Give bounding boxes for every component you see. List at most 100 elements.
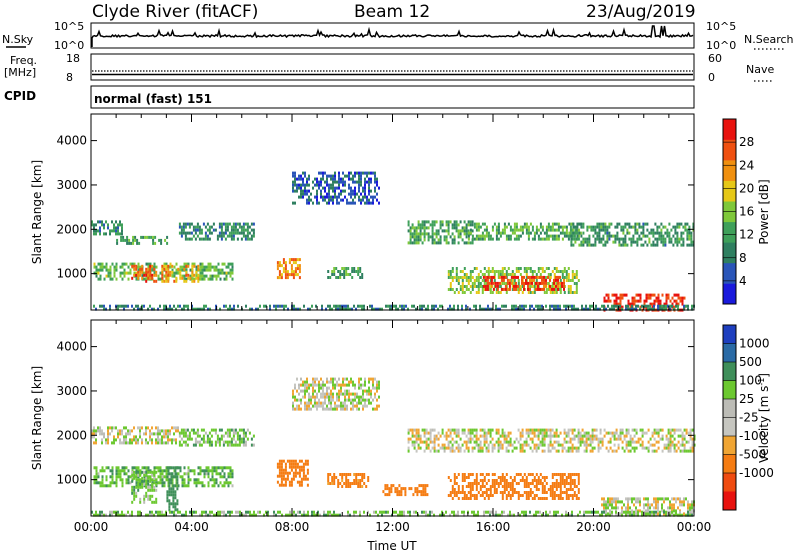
range-time-cell bbox=[417, 431, 420, 435]
range-time-cell bbox=[531, 304, 533, 308]
range-time-cell bbox=[465, 307, 467, 311]
range-time-cell bbox=[465, 235, 468, 239]
range-time-cell bbox=[304, 474, 307, 478]
range-time-cell bbox=[461, 229, 464, 233]
range-time-cell bbox=[95, 472, 98, 476]
range-time-cell bbox=[409, 232, 412, 236]
range-time-cell bbox=[629, 307, 631, 311]
range-time-cell bbox=[664, 231, 667, 235]
range-time-cell bbox=[447, 220, 450, 224]
range-time-cell bbox=[398, 490, 401, 494]
range-time-cell bbox=[587, 434, 590, 438]
range-time-cell bbox=[461, 497, 464, 500]
range-time-cell bbox=[439, 235, 442, 239]
range-time-cell bbox=[358, 189, 360, 193]
range-time-cell bbox=[489, 291, 492, 294]
range-time-cell bbox=[571, 237, 574, 241]
range-time-cell bbox=[499, 234, 502, 238]
range-time-cell bbox=[503, 437, 506, 441]
range-time-cell bbox=[427, 446, 430, 450]
range-time-cell bbox=[359, 473, 362, 476]
range-time-cell bbox=[547, 222, 550, 226]
range-time-cell bbox=[515, 225, 518, 229]
range-time-cell bbox=[357, 304, 359, 308]
range-time-cell bbox=[361, 276, 364, 279]
range-time-cell bbox=[455, 273, 458, 276]
range-time-cell bbox=[567, 482, 570, 485]
range-time-cell bbox=[335, 476, 338, 479]
range-time-cell bbox=[199, 271, 202, 275]
range-time-cell bbox=[481, 234, 484, 238]
range-time-cell bbox=[322, 389, 324, 393]
range-time-cell bbox=[515, 281, 517, 285]
range-time-cell bbox=[324, 395, 326, 399]
range-time-cell bbox=[649, 443, 652, 447]
range-time-cell bbox=[201, 274, 204, 278]
range-time-cell bbox=[439, 304, 441, 308]
range-time-cell bbox=[477, 237, 480, 241]
range-time-cell bbox=[171, 441, 173, 445]
range-time-cell bbox=[95, 265, 98, 269]
range-time-cell bbox=[684, 228, 687, 232]
range-time-cell bbox=[471, 220, 474, 224]
range-time-cell bbox=[177, 304, 179, 308]
range-time-cell bbox=[318, 183, 320, 187]
range-time-cell bbox=[165, 429, 167, 433]
range-time-cell bbox=[417, 223, 420, 227]
range-time-cell bbox=[503, 225, 506, 229]
range-time-cell bbox=[495, 231, 498, 235]
range-time-cell bbox=[359, 267, 362, 270]
range-time-cell bbox=[407, 241, 410, 245]
range-time-cell bbox=[502, 287, 505, 291]
range-time-cell bbox=[109, 229, 111, 233]
range-time-cell bbox=[686, 228, 689, 232]
range-time-cell bbox=[131, 276, 134, 280]
range-time-cell bbox=[346, 377, 348, 381]
range-time-cell bbox=[651, 449, 654, 453]
range-time-cell bbox=[621, 296, 624, 300]
range-time-cell bbox=[354, 386, 356, 390]
range-time-cell bbox=[244, 443, 247, 447]
range-time-cell bbox=[680, 222, 683, 226]
range-time-cell bbox=[500, 278, 503, 282]
range-time-cell bbox=[626, 243, 629, 247]
range-time-cell bbox=[563, 284, 565, 288]
range-time-cell bbox=[682, 225, 685, 229]
range-time-cell bbox=[195, 270, 198, 274]
range-time-cell bbox=[183, 478, 186, 482]
range-time-cell bbox=[259, 304, 261, 308]
range-time-cell bbox=[120, 238, 123, 242]
range-time-cell bbox=[163, 267, 166, 271]
range-time-cell bbox=[180, 225, 183, 229]
range-time-cell bbox=[286, 270, 289, 274]
range-time-cell bbox=[477, 288, 480, 291]
range-time-cell bbox=[569, 437, 572, 441]
range-time-cell bbox=[479, 234, 482, 238]
range-time-cell bbox=[649, 293, 652, 297]
colorbar-swatch bbox=[723, 262, 736, 284]
range-time-cell bbox=[627, 431, 630, 435]
range-time-cell bbox=[128, 238, 131, 242]
range-time-cell bbox=[180, 443, 183, 447]
range-time-cell bbox=[217, 466, 220, 470]
range-time-cell bbox=[336, 398, 338, 402]
range-time-cell bbox=[661, 506, 663, 510]
range-time-cell bbox=[692, 243, 695, 247]
range-time-cell bbox=[673, 299, 676, 303]
range-time-cell bbox=[352, 398, 354, 402]
range-time-cell bbox=[152, 238, 155, 242]
range-time-cell bbox=[571, 443, 574, 447]
range-time-cell bbox=[143, 500, 146, 504]
range-time-cell bbox=[513, 228, 516, 232]
range-time-cell bbox=[657, 506, 659, 510]
range-time-cell bbox=[340, 407, 342, 411]
range-time-cell bbox=[609, 509, 611, 513]
range-time-cell bbox=[111, 262, 114, 266]
range-time-cell bbox=[183, 466, 186, 470]
range-time-cell bbox=[149, 485, 152, 489]
range-time-cell bbox=[125, 426, 127, 430]
range-time-cell bbox=[189, 276, 192, 280]
range-time-cell bbox=[573, 428, 576, 432]
range-time-cell bbox=[429, 434, 432, 438]
range-time-cell bbox=[417, 437, 420, 441]
